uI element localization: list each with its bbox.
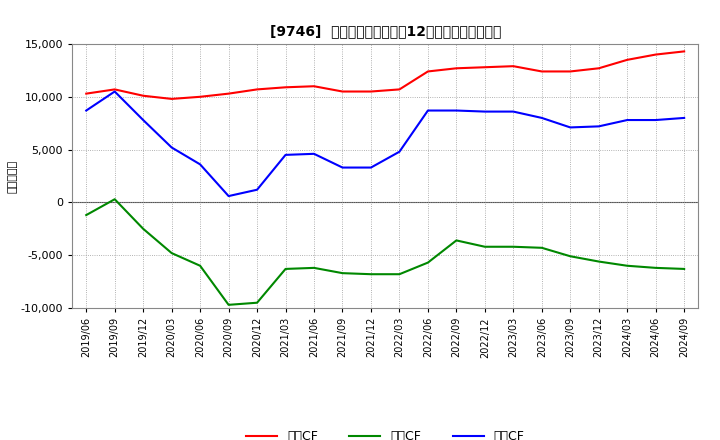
フリCF: [196, 162, 204, 167]
投資CF: [566, 253, 575, 259]
投資CF: [680, 266, 688, 271]
Line: フリCF: フリCF: [86, 92, 684, 196]
営業CF: [139, 93, 148, 99]
投資CF: [167, 250, 176, 256]
フリCF: [282, 152, 290, 158]
フリCF: [366, 165, 375, 170]
投資CF: [253, 300, 261, 305]
投資CF: [652, 265, 660, 271]
営業CF: [566, 69, 575, 74]
営業CF: [225, 91, 233, 96]
フリCF: [509, 109, 518, 114]
フリCF: [167, 145, 176, 150]
Title: [9746]  キャッシュフローの12か月移動合計の推移: [9746] キャッシュフローの12か月移動合計の推移: [269, 25, 501, 39]
営業CF: [196, 94, 204, 99]
投資CF: [452, 238, 461, 243]
フリCF: [82, 108, 91, 113]
投資CF: [537, 245, 546, 250]
フリCF: [110, 89, 119, 94]
営業CF: [82, 91, 91, 96]
営業CF: [652, 52, 660, 57]
フリCF: [452, 108, 461, 113]
営業CF: [537, 69, 546, 74]
フリCF: [480, 109, 489, 114]
営業CF: [338, 89, 347, 94]
営業CF: [623, 57, 631, 62]
投資CF: [139, 226, 148, 231]
投資CF: [82, 213, 91, 218]
フリCF: [595, 124, 603, 129]
Line: 投資CF: 投資CF: [86, 199, 684, 305]
営業CF: [282, 84, 290, 90]
フリCF: [253, 187, 261, 192]
投資CF: [110, 197, 119, 202]
フリCF: [395, 149, 404, 154]
営業CF: [595, 66, 603, 71]
フリCF: [566, 125, 575, 130]
フリCF: [338, 165, 347, 170]
投資CF: [595, 259, 603, 264]
投資CF: [310, 265, 318, 271]
投資CF: [395, 271, 404, 277]
フリCF: [225, 194, 233, 199]
投資CF: [225, 302, 233, 308]
投資CF: [423, 260, 432, 265]
営業CF: [395, 87, 404, 92]
投資CF: [338, 271, 347, 276]
営業CF: [167, 96, 176, 102]
フリCF: [139, 117, 148, 123]
営業CF: [310, 84, 318, 89]
Y-axis label: （百万円）: （百万円）: [8, 159, 18, 193]
投資CF: [366, 271, 375, 277]
フリCF: [423, 108, 432, 113]
投資CF: [196, 263, 204, 268]
フリCF: [310, 151, 318, 157]
投資CF: [509, 244, 518, 249]
フリCF: [680, 115, 688, 121]
Line: 営業CF: 営業CF: [86, 51, 684, 99]
投資CF: [282, 266, 290, 271]
投資CF: [623, 263, 631, 268]
営業CF: [452, 66, 461, 71]
営業CF: [366, 89, 375, 94]
営業CF: [480, 65, 489, 70]
営業CF: [680, 49, 688, 54]
営業CF: [423, 69, 432, 74]
営業CF: [253, 87, 261, 92]
投資CF: [480, 244, 489, 249]
フリCF: [537, 115, 546, 121]
営業CF: [509, 63, 518, 69]
フリCF: [623, 117, 631, 123]
営業CF: [110, 87, 119, 92]
フリCF: [652, 117, 660, 123]
Legend: 営業CF, 投資CF, フリCF: 営業CF, 投資CF, フリCF: [240, 425, 530, 440]
